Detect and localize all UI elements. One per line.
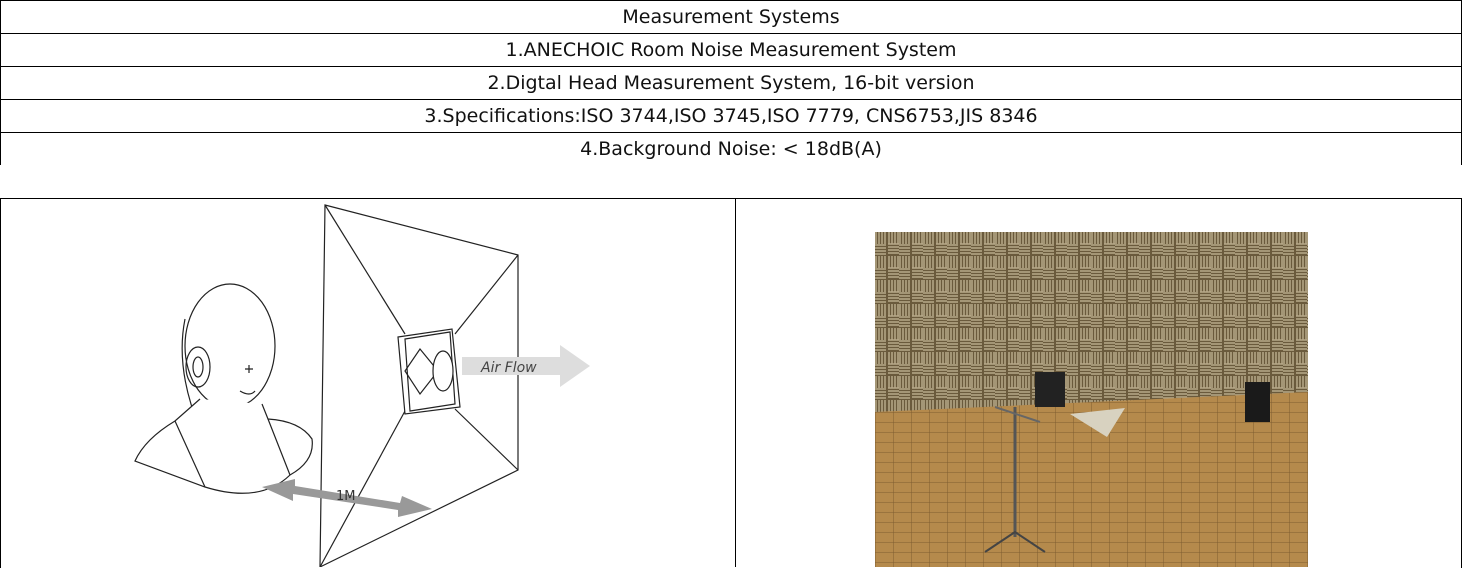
panel-line: [324, 204, 406, 335]
speaker: [1245, 382, 1270, 422]
shoulder-line: [174, 420, 206, 488]
panel-line: [454, 254, 519, 335]
panel-line: [319, 410, 406, 567]
table-row: 4.Background Noise: < 18dB(A): [0, 132, 1462, 165]
fan-hub: [432, 350, 454, 392]
shoulder-line: [267, 418, 291, 476]
distance-arrow: [262, 479, 432, 517]
measurement-diagram: Air Flow 1M: [134, 204, 590, 567]
table-row: 1.ANECHOIC Room Noise Measurement System: [0, 33, 1462, 66]
fan: [397, 328, 461, 415]
ear: [185, 346, 211, 388]
mic-arm: [994, 406, 1041, 423]
cell-divider: [735, 198, 736, 567]
panel-line: [454, 408, 519, 471]
speaker: [1035, 372, 1065, 407]
fan-blade: [404, 347, 439, 396]
airflow-label: Air Flow: [480, 360, 537, 376]
mouth: [239, 390, 256, 395]
table-row: 2.Digtal Head Measurement System, 16-bit…: [0, 66, 1462, 99]
head: [184, 283, 276, 409]
distance-label: 1M: [336, 489, 356, 504]
fan-frame: [404, 331, 456, 412]
mark: [245, 365, 253, 373]
airflow-arrow: [462, 345, 590, 387]
anechoic-room-photo: [875, 232, 1308, 567]
table: [1070, 408, 1125, 437]
mic-base: [984, 530, 1046, 553]
ear-inner: [192, 356, 204, 378]
table-row: 3.Specifications:ISO 3744,ISO 3745,ISO 7…: [0, 99, 1462, 132]
table-title: Measurement Systems: [0, 0, 1462, 33]
floor: [875, 392, 1308, 567]
shoulders: [134, 398, 313, 494]
